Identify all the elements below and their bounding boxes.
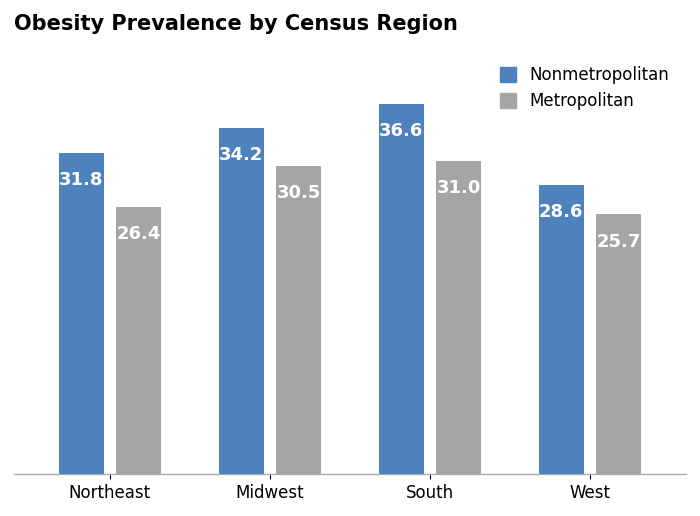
Bar — [596, 214, 641, 474]
Text: 31.0: 31.0 — [437, 179, 481, 197]
Bar — [379, 104, 424, 474]
Bar — [276, 166, 321, 474]
Text: 26.4: 26.4 — [116, 225, 161, 244]
Bar — [436, 160, 481, 474]
Text: 34.2: 34.2 — [219, 147, 263, 165]
Text: 25.7: 25.7 — [596, 233, 641, 250]
Text: Obesity Prevalence by Census Region: Obesity Prevalence by Census Region — [14, 14, 458, 34]
Bar — [539, 185, 584, 474]
Legend: Nonmetropolitan, Metropolitan: Nonmetropolitan, Metropolitan — [491, 58, 678, 119]
Text: 28.6: 28.6 — [539, 203, 584, 221]
Bar — [219, 128, 264, 474]
Bar — [116, 207, 161, 474]
Text: 30.5: 30.5 — [276, 184, 321, 202]
Text: 36.6: 36.6 — [379, 122, 424, 140]
Text: 31.8: 31.8 — [59, 171, 104, 189]
Bar — [59, 153, 104, 474]
